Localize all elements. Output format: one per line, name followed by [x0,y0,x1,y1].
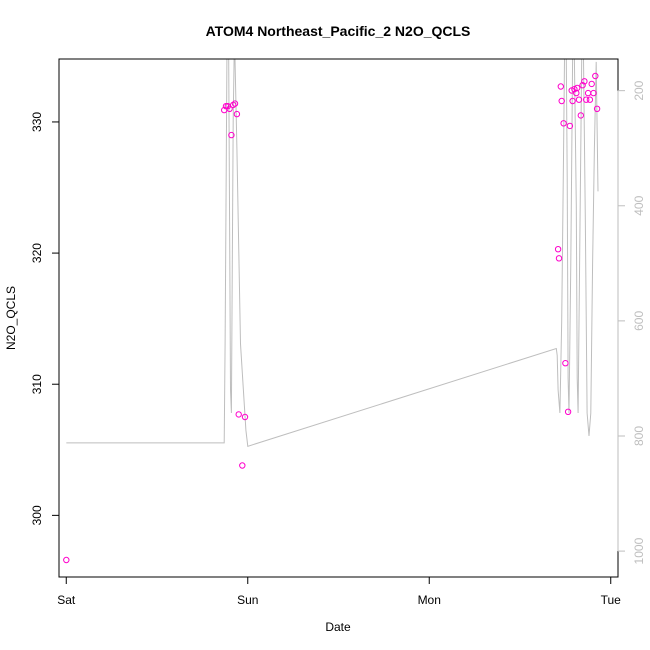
altitude-line [66,59,599,447]
data-point [235,411,242,418]
plot-area [63,59,601,564]
data-point [560,120,567,127]
data-point [239,462,246,469]
data-point [231,100,239,107]
data-point [228,131,235,139]
data-point [593,105,601,113]
data-point [584,89,592,97]
y2-tick-label: 600 [632,311,646,331]
y2-tick-label: 800 [632,426,646,446]
y-tick-label: 310 [30,374,44,394]
y-axis-label: N2O_QCLS [4,286,18,350]
data-point [574,84,581,92]
y2-tick-label: 200 [632,80,646,100]
x-tick-label: Tue [601,593,622,607]
data-point [566,122,574,130]
data-point [590,89,597,97]
data-point [577,112,584,119]
data-point [586,96,594,103]
data-point [592,72,599,80]
data-point [575,96,583,103]
y2-tick-label: 400 [632,195,646,215]
data-point [562,360,569,367]
data-point [241,413,249,421]
y2-tick-label: 1000 [632,537,646,564]
data-point [558,97,565,105]
data-point [579,82,586,89]
y-tick-label: 320 [30,243,44,263]
data-point [581,78,588,85]
plot-border [58,58,619,578]
data-point [233,110,241,118]
data-point [555,255,563,262]
data-point [588,80,595,88]
data-point [583,96,590,103]
y-tick-label: 300 [30,505,44,525]
data-point [230,101,237,109]
x-tick-label: Sat [57,593,76,607]
data-point [557,83,564,90]
chart-title: ATOM4 Northeast_Pacific_2 N2O_QCLS [206,23,471,39]
axes: Sat Sun Mon Tue 300 310 320 330 200 400 600 800 1000 [30,80,646,607]
data-point [569,97,576,105]
x-axis-label: Date [325,620,351,634]
y-tick-label: 330 [30,112,44,132]
data-point [564,408,572,415]
x-tick-label: Sun [237,593,258,607]
data-point [226,105,233,113]
x-tick-label: Mon [418,593,441,607]
data-point [554,246,562,253]
data-point [63,556,70,564]
